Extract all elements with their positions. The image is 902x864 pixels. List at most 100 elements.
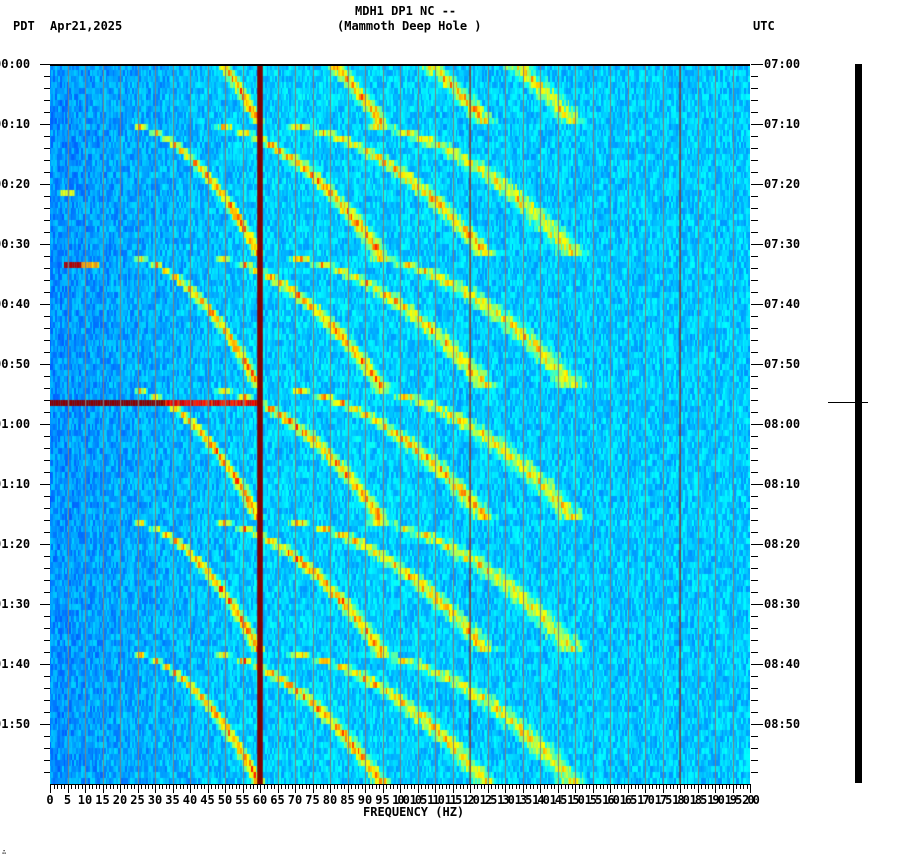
x-label: 15 [95,793,110,807]
x-tick [414,784,415,789]
x-label: 125 [479,793,498,807]
x-label: 65 [270,793,285,807]
x-label: 200 [742,793,760,807]
y-tick-left [44,412,50,413]
x-tick [547,784,548,789]
x-tick [638,784,639,789]
x-tick [554,784,555,789]
x-tick [530,784,531,789]
x-tick [442,784,443,789]
x-tick [120,784,121,793]
x-label: 55 [235,793,250,807]
amplitude-scale-bar [855,64,862,783]
x-label: 75 [305,793,320,807]
x-label: 110 [427,793,445,807]
x-tick [316,784,317,789]
x-tick [495,784,496,789]
x-tick [747,784,748,789]
y-tick-right [751,568,758,569]
x-tick [341,784,342,789]
x-label: 190 [707,793,725,807]
x-tick [393,784,394,789]
x-tick [733,784,734,793]
x-tick [365,784,366,793]
x-label: 40 [182,793,198,807]
x-tick [278,784,279,793]
x-tick [579,784,580,789]
x-tick [516,784,517,789]
y-tick-left [44,748,50,749]
x-tick [666,784,667,789]
x-tick [155,784,156,793]
x-tick [593,784,594,793]
x-tick [306,784,307,789]
x-tick [446,784,447,789]
x-label: 85 [340,793,355,807]
x-label: 25 [130,793,145,807]
y-tick-left [44,772,50,773]
x-tick [376,784,377,789]
x-tick [78,784,79,789]
x-tick [208,784,209,793]
y-tick-right [751,664,763,665]
x-label: 195 [724,793,743,807]
x-tick [71,784,72,789]
x-tick [498,784,499,789]
y-tick-left [44,160,50,161]
x-tick [89,784,90,789]
y-tick-right [751,760,758,761]
x-tick [698,784,699,793]
y-tick-right [751,700,758,701]
y-tick-right [751,196,758,197]
scale-marker-line [828,402,868,403]
y-tick-left [44,256,50,257]
y-tick-right [751,592,758,593]
y-tick-left [44,460,50,461]
y-tick-left [40,304,50,305]
y-label-left: 01:30 [0,597,31,611]
y-tick-left [44,532,50,533]
x-tick [558,784,559,793]
y-tick-left [44,616,50,617]
y-tick-left [44,388,50,389]
x-tick [176,784,177,789]
x-tick [750,784,751,793]
y-tick-left [40,664,50,665]
x-tick [418,784,419,793]
x-tick [64,784,65,789]
x-tick [439,784,440,789]
x-tick [166,784,167,789]
y-tick-left [40,604,50,605]
x-tick [299,784,300,789]
y-tick-left [44,172,50,173]
y-tick-left [40,364,50,365]
x-tick [565,784,566,789]
y-tick-right [751,244,763,245]
x-tick [218,784,219,789]
y-tick-left [44,316,50,317]
x-tick [456,784,457,789]
x-tick [362,784,363,789]
x-label: 180 [672,793,690,807]
x-tick [110,784,111,789]
y-tick-right [751,628,758,629]
y-tick-left [44,496,50,497]
y-tick-left [40,484,50,485]
y-tick-right [751,64,763,65]
x-tick [225,784,226,793]
y-tick-right [751,364,763,365]
x-tick [526,784,527,789]
x-tick [467,784,468,789]
x-tick [229,784,230,789]
x-tick [712,784,713,789]
x-label: 165 [619,793,638,807]
x-tick [131,784,132,789]
y-tick-left [40,184,50,185]
x-tick [656,784,657,789]
x-label: 35 [165,793,180,807]
y-tick-right [751,688,758,689]
x-tick [369,784,370,789]
y-tick-right [751,448,758,449]
x-tick [288,784,289,789]
x-tick [239,784,240,789]
